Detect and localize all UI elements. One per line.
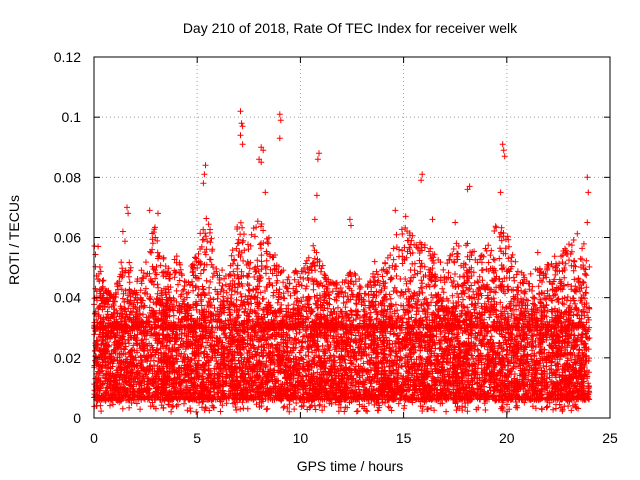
data-point bbox=[486, 384, 493, 391]
data-points bbox=[91, 108, 593, 415]
data-point bbox=[546, 374, 553, 381]
data-point bbox=[298, 343, 305, 350]
chart-title: Day 210 of 2018, Rate Of TEC Index for r… bbox=[183, 20, 518, 36]
data-point bbox=[305, 348, 312, 355]
